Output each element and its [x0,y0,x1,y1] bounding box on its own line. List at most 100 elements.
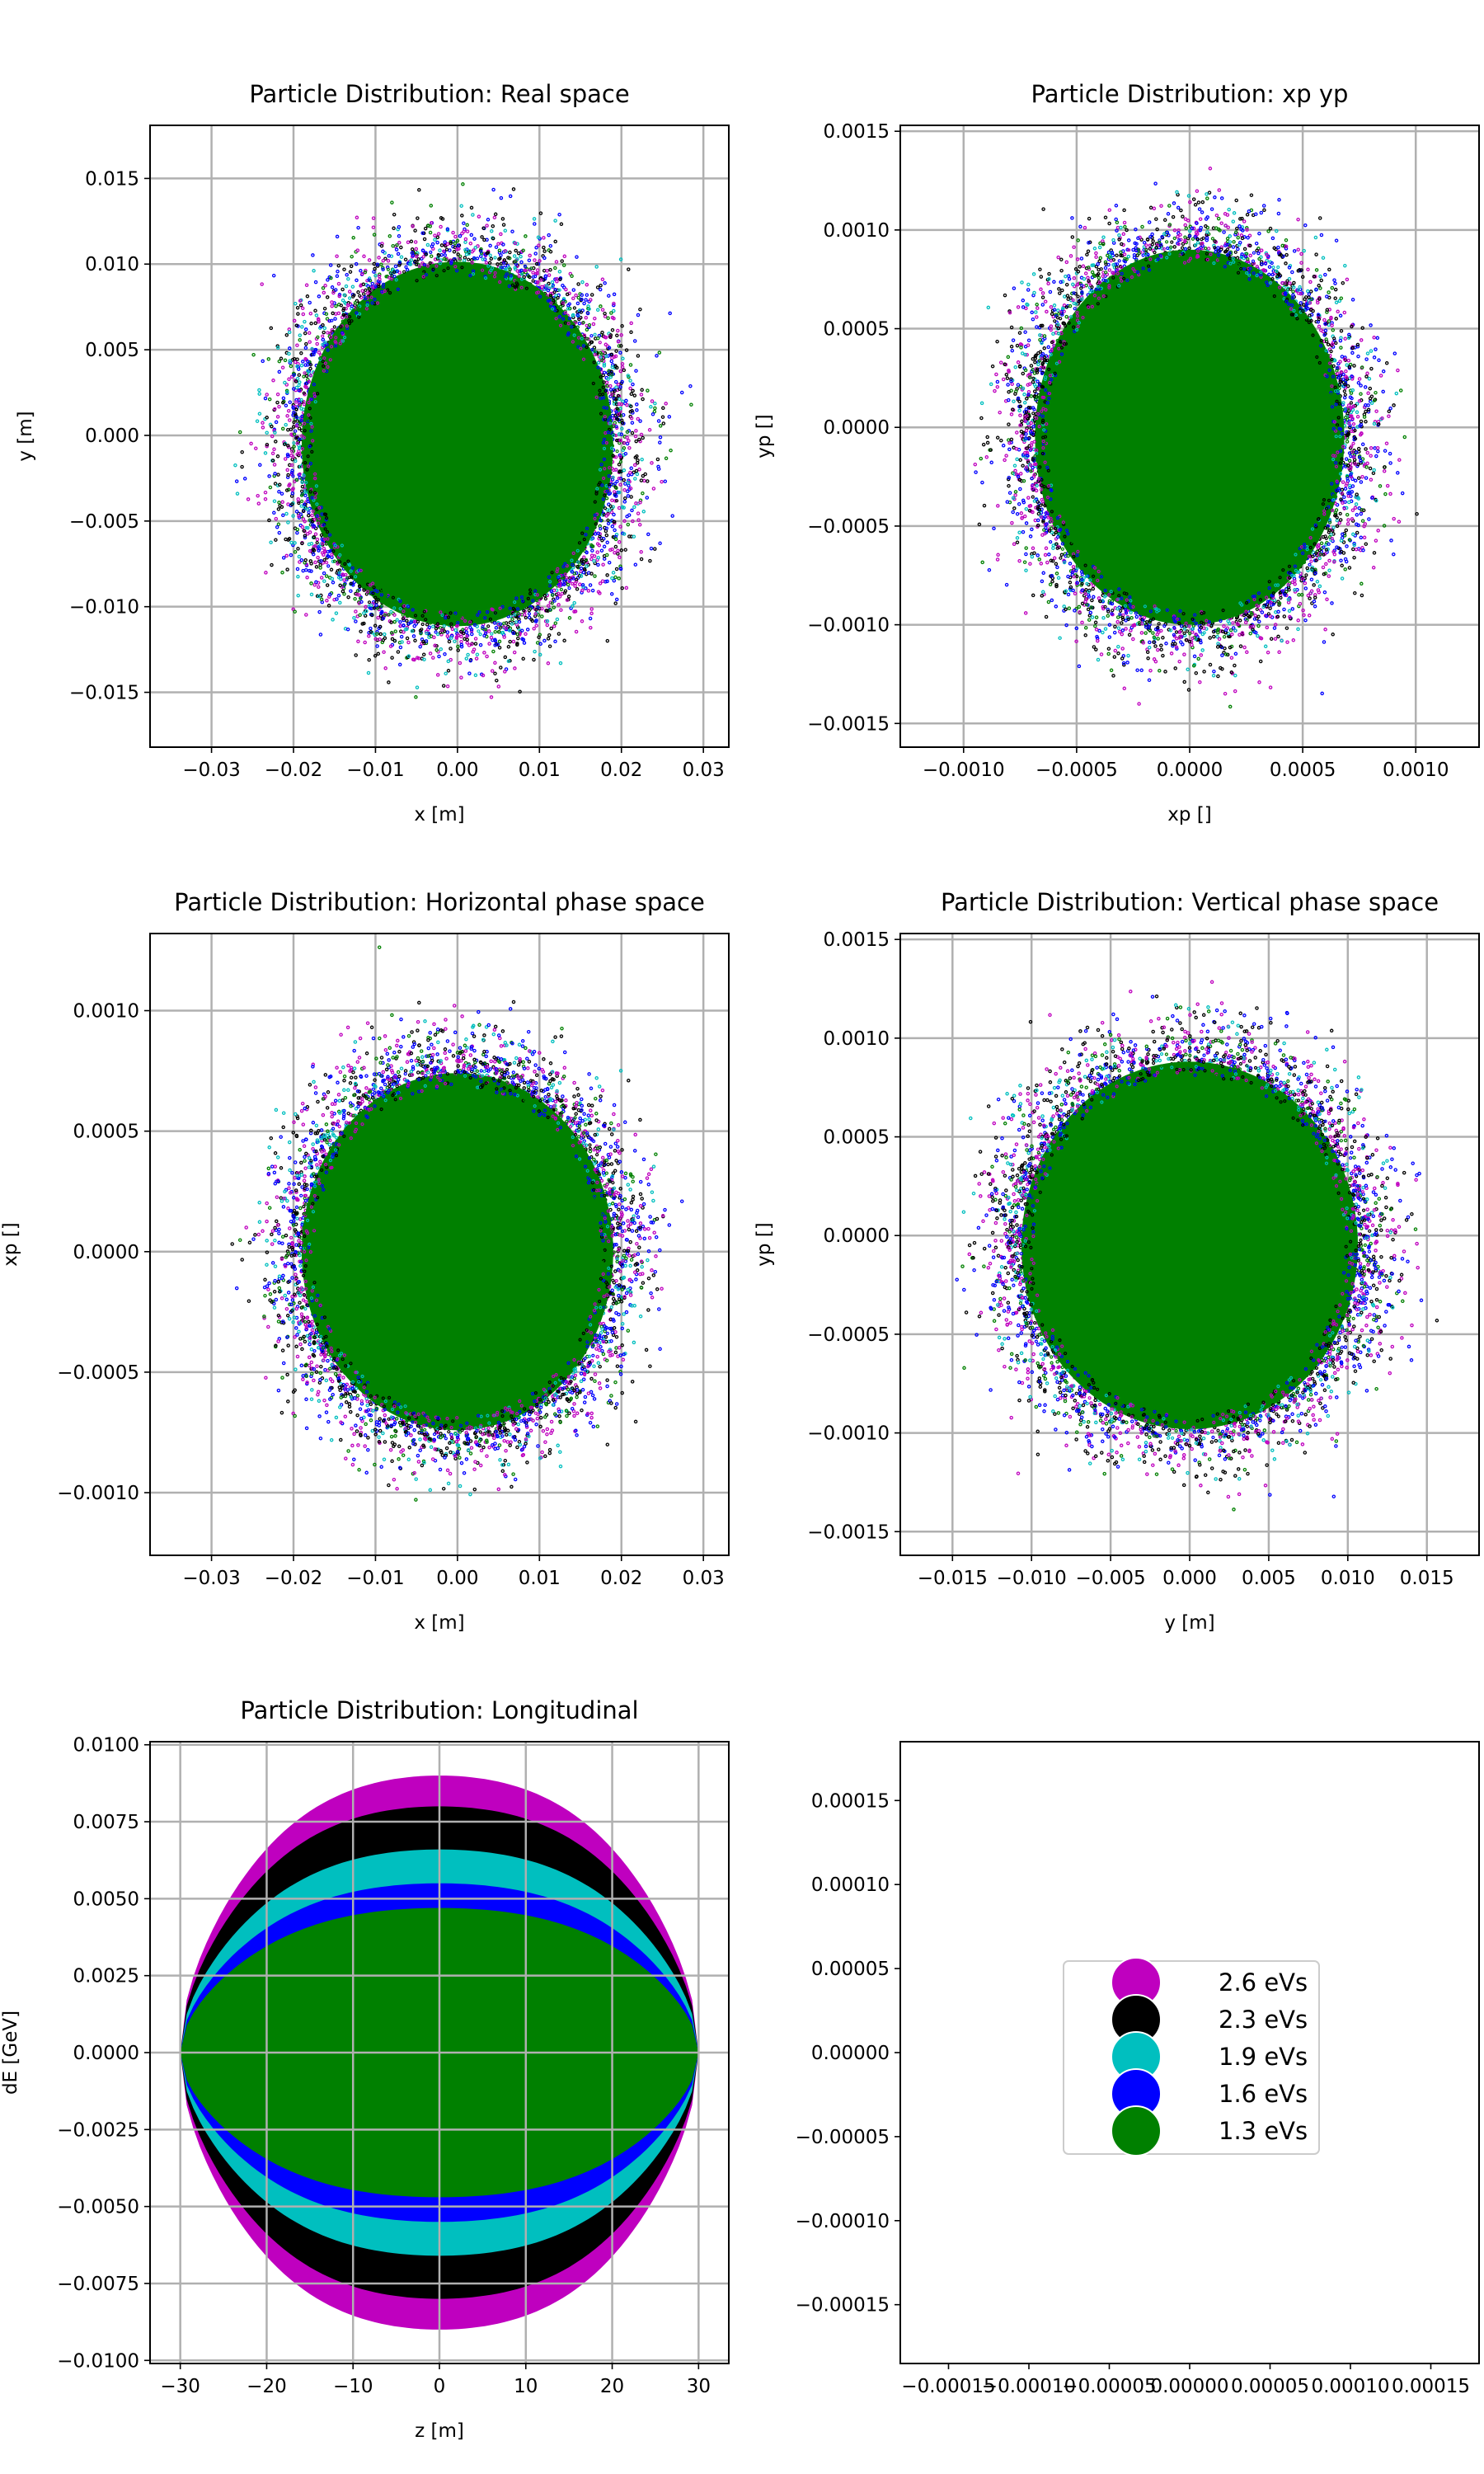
scatter-point [350,304,354,308]
scatter-point [373,595,378,600]
scatter-point [297,373,302,377]
scatter-point [481,257,485,261]
scatter-point [512,254,517,258]
scatter-point [380,289,384,294]
scatter-point [497,248,502,252]
scatter-point [1215,645,1220,649]
scatter-point [607,482,612,487]
scatter-point [618,397,622,402]
scatter-point [656,467,661,471]
scatter-point [308,490,312,494]
scatter-point [633,477,637,481]
scatter-point [980,480,984,485]
scatter-point [286,520,290,524]
scatter-point [483,616,487,620]
scatter-point [433,643,437,648]
scatter-point [295,376,300,381]
scatter-point [508,606,512,610]
scatter-point [625,441,630,446]
scatter-point [415,252,419,256]
scatter-point [1344,457,1349,461]
scatter-point [605,638,610,643]
scatter-point [519,260,524,265]
scatter-point [1387,409,1392,414]
scatter-point [353,596,357,601]
scatter-point [542,236,546,240]
scatter-point [1235,226,1239,231]
scatter-point [565,292,570,297]
scatter-point [279,505,284,510]
scatter-point [614,397,618,402]
scatter-point [1299,252,1303,256]
scatter-point [609,592,614,596]
scatter-point [579,574,584,578]
scatter-point [571,604,575,609]
scatter-point [608,383,613,388]
scatter-point [1318,274,1322,279]
scatter-point [581,344,586,348]
scatter-point [611,475,615,479]
scatter-point [285,468,289,473]
scatter-point [309,429,313,433]
scatter-point [367,600,372,604]
scatter-point [570,325,574,329]
scatter-point [475,256,480,261]
scatter-point [1275,228,1279,233]
scatter-point [451,230,455,235]
scatter-point [438,261,443,266]
scatter-point [321,334,325,338]
scatter-point [459,639,463,644]
scatter-point [382,650,386,654]
scatter-point [401,617,405,621]
scatter-point [301,360,305,364]
scatter-point [601,440,606,445]
scatter-point [614,567,619,571]
scatter-point [646,532,650,537]
scatter-point [561,301,566,305]
scatter-point [348,563,352,567]
scatter-point [349,569,353,573]
scatter-point [484,631,488,635]
scatter-point [618,567,623,571]
scatter-point [618,369,623,374]
scatter-point [321,541,325,546]
scatter-point [345,315,349,319]
scatter-point [584,533,588,537]
scatter-point [1343,336,1347,341]
scatter-point [413,619,417,623]
scatter-point [1356,446,1361,451]
scatter-point [448,248,452,252]
scatter-point [386,267,390,271]
scatter-point [608,508,612,512]
scatter-point [609,352,614,357]
scatter-point [284,422,288,427]
scatter-point [1229,656,1234,660]
scatter-point [1228,234,1233,238]
scatter-point [1007,397,1011,402]
scatter-point [499,195,504,200]
scatter-point [1039,323,1043,328]
scatter-point [435,673,440,677]
scatter-point [604,406,609,410]
scatter-point [615,333,619,338]
scatter-point [1347,538,1352,542]
scatter-point [479,251,484,255]
scatter-point [363,614,368,618]
scatter-point [664,402,668,406]
scatter-point [622,477,626,482]
scatter-point [1216,627,1221,632]
scatter-point [406,280,411,285]
scatter-point [1334,300,1339,305]
scatter-point [309,581,313,586]
scatter-point [322,579,326,583]
scatter-point [618,482,622,487]
scatter-point [669,448,673,453]
scatter-point [381,249,385,254]
scatter-point [1341,480,1345,484]
scatter-point [316,555,320,560]
scatter-point [558,578,562,583]
scatter-point [1364,357,1369,361]
scatter-point [1058,636,1062,640]
scatter-point [1039,562,1044,566]
scatter-point [1291,638,1296,642]
